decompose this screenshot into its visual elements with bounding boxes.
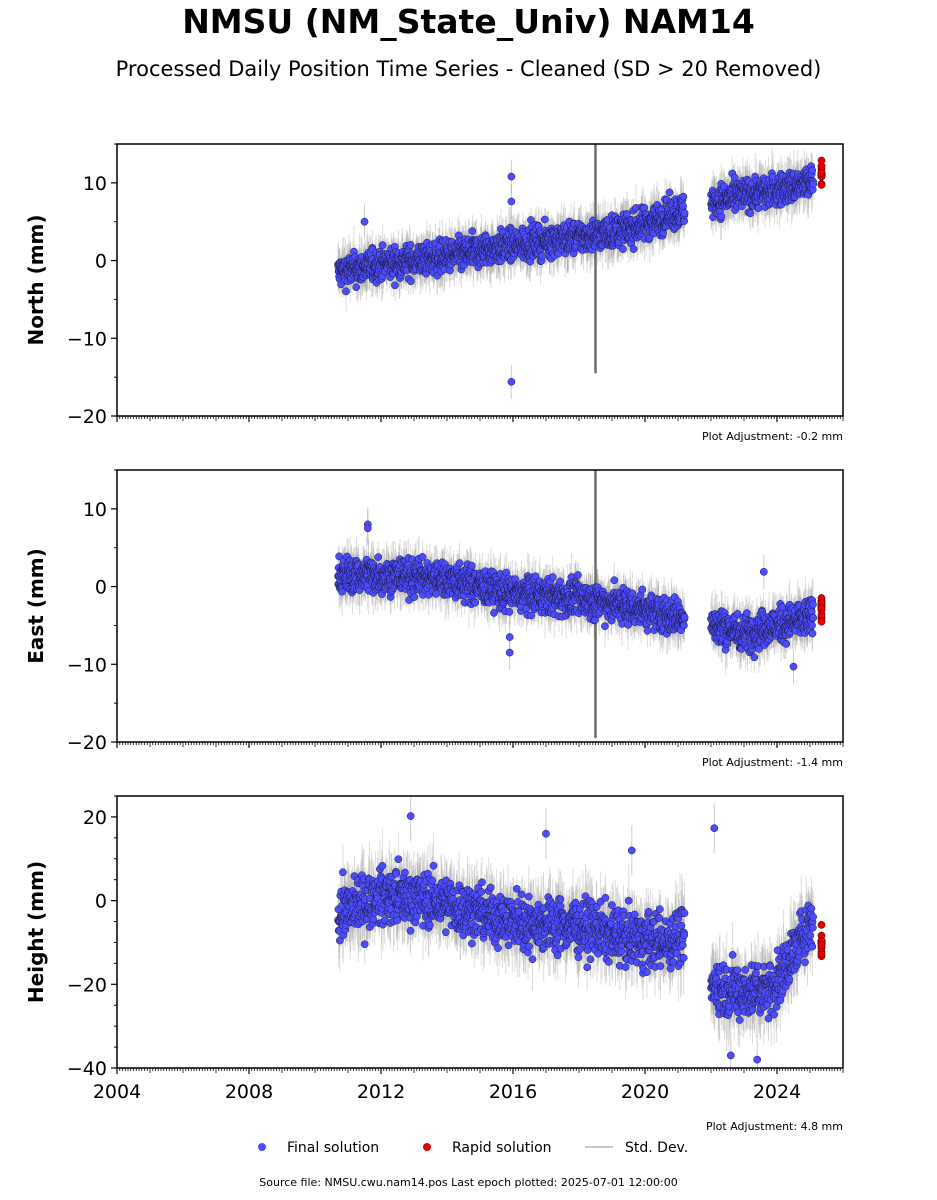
final-point xyxy=(679,192,688,201)
final-point xyxy=(378,241,387,249)
final-point xyxy=(717,212,726,221)
outlier-point xyxy=(507,197,516,206)
final-points xyxy=(334,162,818,386)
panel-0: −20 −10 0 10 North (mm) Plot Adjustment: -0.2… xyxy=(24,143,844,443)
y-tick-label: 10 xyxy=(83,173,107,195)
final-point xyxy=(391,281,399,290)
chart-subtitle: Processed Daily Position Time Series - C… xyxy=(115,57,822,81)
plot-area xyxy=(334,470,826,739)
final-point xyxy=(407,277,415,286)
rapid-point xyxy=(817,156,826,165)
final-point xyxy=(730,173,739,182)
final-point xyxy=(468,227,477,235)
outlier-point xyxy=(507,172,516,181)
final-point xyxy=(808,166,817,175)
rapid-point xyxy=(817,169,826,177)
final-point xyxy=(342,287,350,296)
y-tick-label: 0 xyxy=(95,251,107,273)
plot-adjustment: Plot Adjustment: -0.2 mm xyxy=(702,430,843,443)
plot-area xyxy=(334,144,826,399)
chart-title: NMSU (NM_State_Univ) NAM14 xyxy=(182,2,755,41)
final-point xyxy=(680,209,689,218)
final-point xyxy=(640,203,649,212)
final-point xyxy=(540,215,549,224)
y-axis-label: North (mm) xyxy=(24,214,48,345)
final-point xyxy=(746,209,755,218)
std-dev-bars xyxy=(337,470,814,739)
y-tick-label: −20 xyxy=(67,406,107,428)
final-point xyxy=(679,202,687,210)
final-point xyxy=(352,283,361,292)
rapid-points xyxy=(817,156,826,189)
rapid-point xyxy=(817,181,826,189)
final-point xyxy=(754,204,763,212)
y-tick-label: −10 xyxy=(67,328,107,350)
final-point xyxy=(538,252,547,260)
final-point xyxy=(629,245,638,253)
final-point xyxy=(809,180,818,188)
final-point xyxy=(619,245,627,253)
final-point xyxy=(406,240,415,249)
outlier-point xyxy=(360,217,369,226)
final-point xyxy=(623,210,631,218)
final-point xyxy=(665,188,674,197)
outlier-point xyxy=(507,377,516,386)
